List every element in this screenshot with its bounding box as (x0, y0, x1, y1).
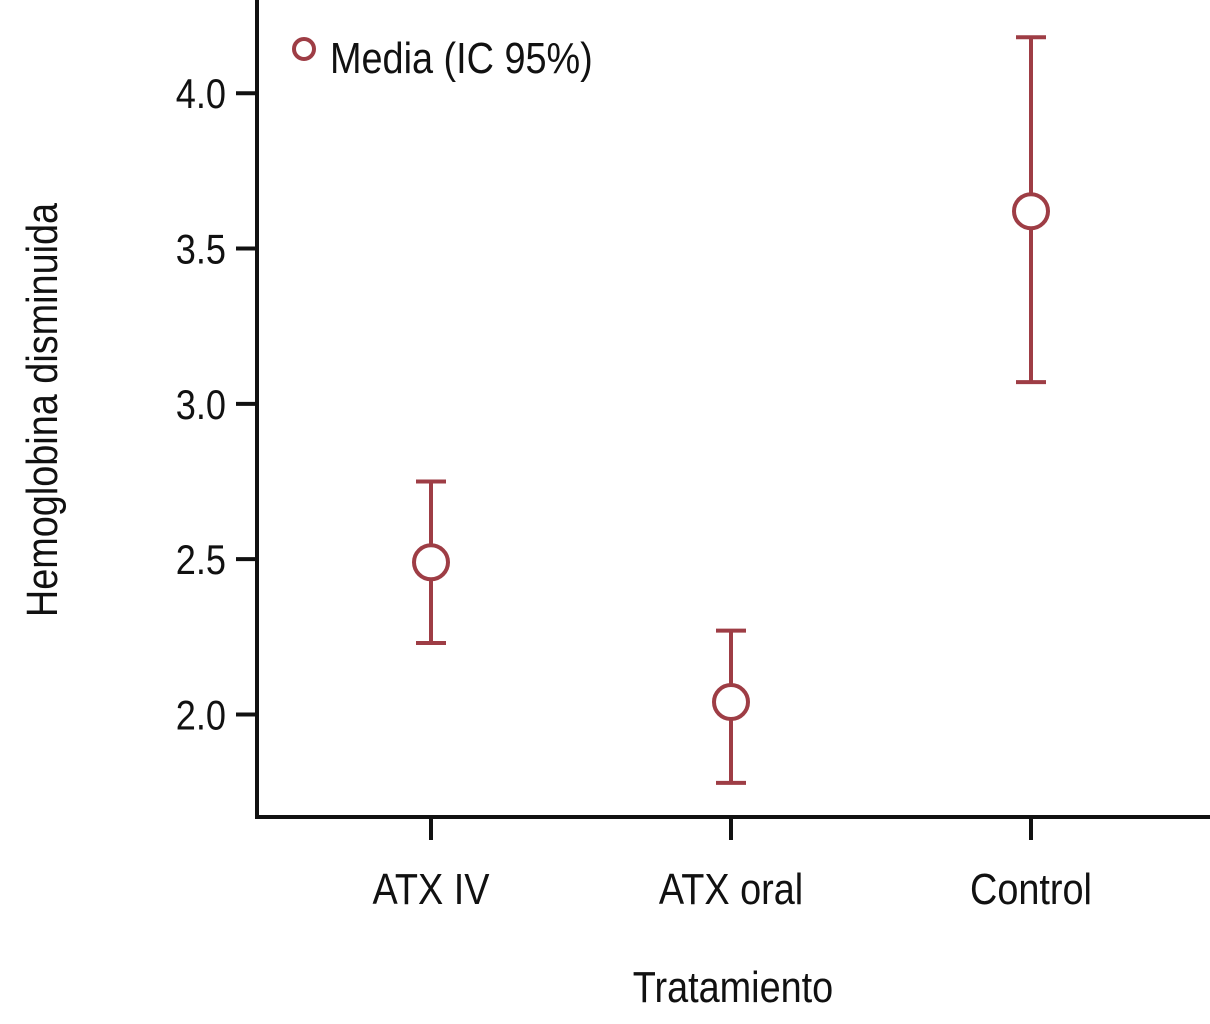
legend-marker (292, 37, 316, 61)
y-tick-label: 2.5 (176, 538, 226, 584)
y-tick-label: 4.0 (176, 72, 226, 118)
mean-point (1012, 192, 1050, 231)
legend: Media (IC 95%) (292, 33, 593, 83)
y-tick-label: 3.5 (176, 227, 226, 273)
legend-label: Media (IC 95%) (330, 33, 593, 82)
y-tick-label: 2.0 (176, 693, 226, 739)
mean-point (412, 543, 450, 582)
x-tick-label: ATX oral (659, 864, 803, 913)
y-axis-label: Hemoglobina disminuida (17, 203, 66, 617)
mean-point (712, 683, 750, 722)
x-axis-label: Tratamiento (633, 962, 833, 1011)
x-tick-label: Control (970, 864, 1092, 913)
x-tick-label: ATX IV (373, 864, 491, 913)
y-tick-label: 3.0 (176, 382, 226, 428)
